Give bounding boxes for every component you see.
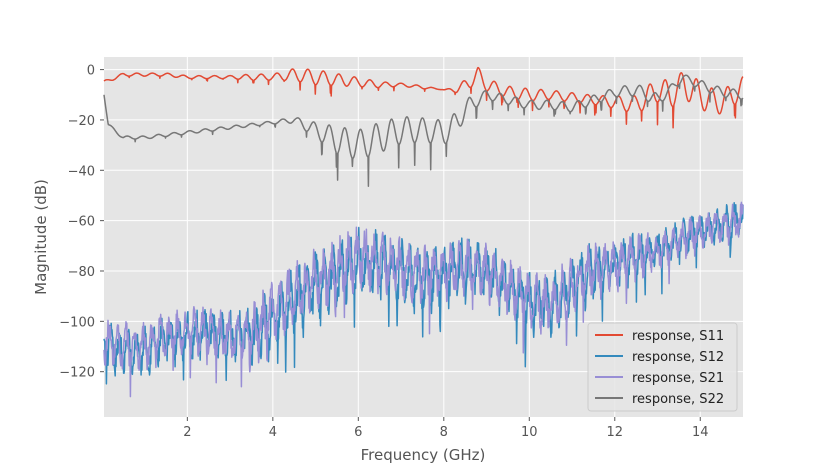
x-tick-label: 6	[354, 425, 362, 440]
y-tick-label: −100	[59, 315, 95, 330]
x-tick-label: 2	[183, 425, 191, 440]
y-tick-label: 0	[87, 64, 95, 79]
y-tick-label: −40	[68, 164, 95, 179]
legend: response, S11 response, S12 response, S2…	[587, 322, 738, 412]
legend-label-s22: response, S22	[632, 392, 724, 407]
x-tick-label: 14	[692, 425, 709, 440]
y-tick-label: −60	[68, 215, 95, 230]
legend-label-s11: response, S11	[632, 329, 724, 344]
legend-box	[587, 322, 738, 412]
series-layer	[103, 66, 744, 398]
x-tick-label: 4	[269, 425, 277, 440]
y-axis-label: Magnitude (dB)	[32, 179, 50, 295]
x-tick-label: 12	[606, 425, 623, 440]
series-line-s12	[103, 202, 744, 385]
y-tick-label: −120	[59, 366, 95, 381]
y-tick-label: −20	[68, 114, 95, 129]
y-tick-label: −80	[68, 265, 95, 280]
series-line-s22	[103, 74, 744, 188]
series-line-s21	[103, 201, 744, 398]
legend-label-s21: response, S21	[632, 371, 724, 386]
x-axis-label: Frequency (GHz)	[361, 446, 486, 464]
x-tick-label: 10	[521, 425, 538, 440]
x-tick-label: 8	[440, 425, 448, 440]
ticks: 2 4 6 8 10 12 14 0 −20 −40 −60 −80 −100 −120	[59, 64, 708, 440]
legend-label-s12: response, S12	[632, 350, 724, 365]
series-line-s11	[103, 66, 744, 129]
